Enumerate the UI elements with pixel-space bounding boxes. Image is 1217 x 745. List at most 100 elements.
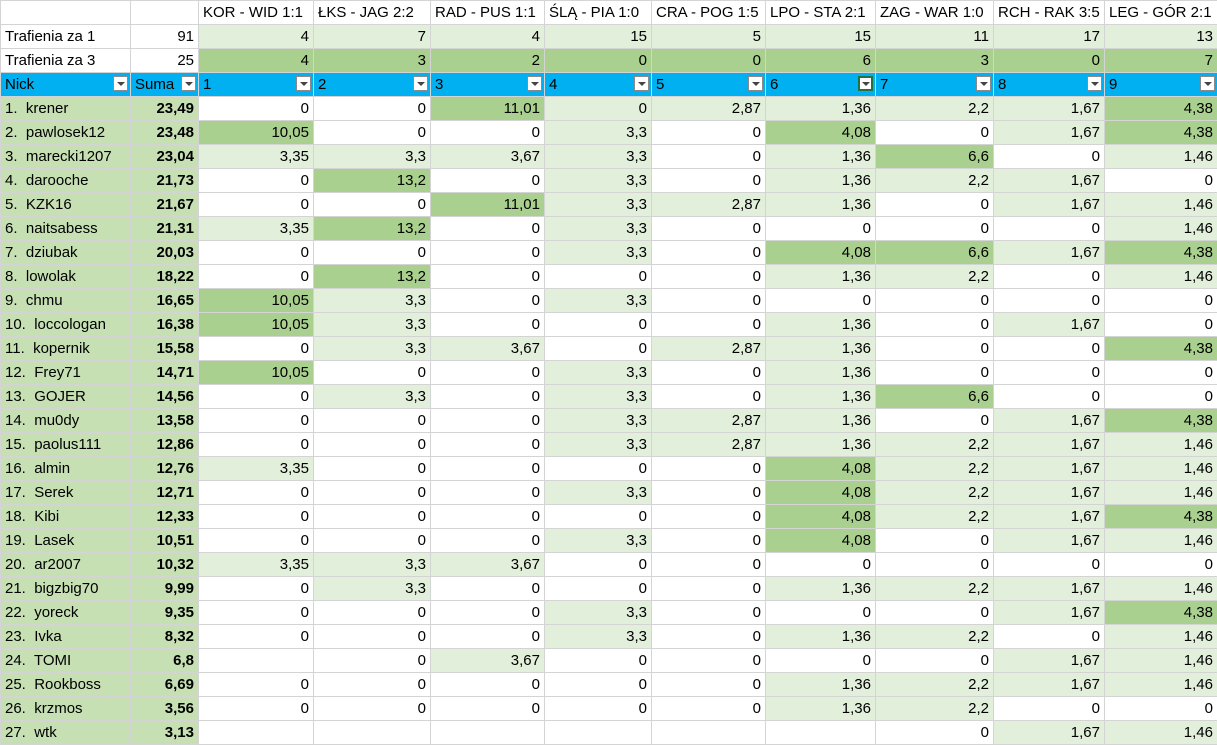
score-cell[interactable]: 0 [651,456,766,481]
score-cell[interactable]: 1,67 [993,96,1105,121]
score-cell[interactable]: 0 [430,120,545,145]
score-cell[interactable]: 0 [198,96,314,121]
score-cell[interactable]: 0 [651,216,766,241]
score-cell[interactable]: 0 [198,672,314,697]
score-cell[interactable]: 0 [651,600,766,625]
player-sum-cell[interactable]: 12,86 [130,432,199,457]
player-name-cell[interactable]: 16. almin [0,456,131,481]
score-cell[interactable]: 1,36 [765,408,876,433]
score-cell[interactable]: 1,46 [1104,648,1217,673]
score-cell[interactable]: 0 [313,480,431,505]
score-cell[interactable]: 1,46 [1104,216,1217,241]
score-cell[interactable]: 3,67 [430,552,545,577]
score-cell[interactable]: 0 [651,312,766,337]
player-name-cell[interactable]: 26. krzmos [0,696,131,721]
score-cell[interactable]: 0 [430,504,545,529]
score-cell[interactable]: 3,3 [313,552,431,577]
score-cell[interactable]: 0 [313,696,431,721]
filter-dropdown-icon[interactable] [634,76,649,91]
score-cell[interactable]: 4,38 [1104,600,1217,625]
score-cell[interactable]: 1,46 [1104,432,1217,457]
player-sum-cell[interactable]: 3,56 [130,696,199,721]
score-cell[interactable]: 6,6 [875,240,994,265]
score-cell[interactable]: 2,2 [875,480,994,505]
score-cell[interactable]: 0 [651,168,766,193]
score-cell[interactable] [430,720,545,745]
score-cell[interactable]: 0 [198,408,314,433]
hits1-cell[interactable]: 11 [875,24,994,49]
score-cell[interactable]: 1,46 [1104,264,1217,289]
player-name-cell[interactable]: 1. krener [0,96,131,121]
score-cell[interactable]: 0 [651,384,766,409]
score-cell[interactable]: 3,3 [313,576,431,601]
score-cell[interactable]: 0 [651,576,766,601]
score-cell[interactable]: 0 [198,600,314,625]
score-cell[interactable]: 0 [651,360,766,385]
player-name-cell[interactable]: 3. marecki1207 [0,144,131,169]
score-cell[interactable]: 0 [198,528,314,553]
score-cell[interactable]: 0 [430,672,545,697]
score-cell[interactable]: 2,87 [651,192,766,217]
score-cell[interactable]: 0 [993,144,1105,169]
score-cell[interactable]: 0 [875,288,994,313]
score-cell[interactable]: 0 [875,648,994,673]
score-cell[interactable]: 0 [993,360,1105,385]
score-cell[interactable]: 4,38 [1104,408,1217,433]
score-cell[interactable]: 1,67 [993,240,1105,265]
score-cell[interactable]: 0 [313,408,431,433]
player-name-cell[interactable]: 10. loccologan [0,312,131,337]
filter-dropdown-icon[interactable] [976,76,991,91]
score-cell[interactable]: 0 [651,504,766,529]
hits3-total[interactable]: 25 [130,48,199,73]
score-cell[interactable]: 3,3 [544,528,652,553]
score-cell[interactable]: 0 [430,312,545,337]
score-cell[interactable]: 2,87 [651,96,766,121]
score-cell[interactable]: 3,3 [544,120,652,145]
column-header-3[interactable]: 3 [430,72,545,97]
score-cell[interactable]: 0 [651,264,766,289]
score-cell[interactable]: 0 [544,552,652,577]
filter-dropdown-icon[interactable] [181,76,196,91]
filter-dropdown-icon[interactable] [413,76,428,91]
score-cell[interactable]: 1,67 [993,168,1105,193]
score-cell[interactable]: 0 [198,696,314,721]
filter-dropdown-icon[interactable] [858,76,873,91]
player-sum-cell[interactable]: 8,32 [130,624,199,649]
score-cell[interactable]: 1,67 [993,720,1105,745]
player-sum-cell[interactable]: 16,65 [130,288,199,313]
hits3-cell[interactable]: 0 [544,48,652,73]
player-name-cell[interactable]: 5. KZK16 [0,192,131,217]
score-cell[interactable]: 0 [544,312,652,337]
player-sum-cell[interactable]: 6,69 [130,672,199,697]
score-cell[interactable]: 0 [1104,696,1217,721]
match-header[interactable]: LPO - STA 2:1 [765,0,876,25]
score-cell[interactable]: 0 [993,336,1105,361]
filter-dropdown-icon[interactable] [296,76,311,91]
score-cell[interactable]: 0 [1104,168,1217,193]
score-cell[interactable]: 0 [993,624,1105,649]
column-header-6[interactable]: 6 [765,72,876,97]
score-cell[interactable]: 0 [651,624,766,649]
score-cell[interactable]: 0 [430,600,545,625]
score-cell[interactable]: 0 [651,288,766,313]
column-header-1[interactable]: 1 [198,72,314,97]
score-cell[interactable]: 4,38 [1104,240,1217,265]
score-cell[interactable]: 0 [544,264,652,289]
score-cell[interactable]: 3,3 [544,144,652,169]
score-cell[interactable]: 0 [430,624,545,649]
score-cell[interactable]: 0 [993,552,1105,577]
match-header[interactable]: LEG - GÓR 2:1 [1104,0,1217,25]
score-cell[interactable]: 0 [875,552,994,577]
score-cell[interactable]: 1,46 [1104,672,1217,697]
player-name-cell[interactable]: 12. Frey71 [0,360,131,385]
score-cell[interactable]: 0 [198,480,314,505]
player-sum-cell[interactable]: 13,58 [130,408,199,433]
score-cell[interactable]: 1,67 [993,600,1105,625]
filter-dropdown-icon[interactable] [527,76,542,91]
hits3-cell[interactable]: 0 [993,48,1105,73]
score-cell[interactable]: 3,35 [198,552,314,577]
player-name-cell[interactable]: 19. Lasek [0,528,131,553]
score-cell[interactable]: 0 [651,648,766,673]
score-cell[interactable]: 3,35 [198,216,314,241]
score-cell[interactable]: 1,36 [765,384,876,409]
